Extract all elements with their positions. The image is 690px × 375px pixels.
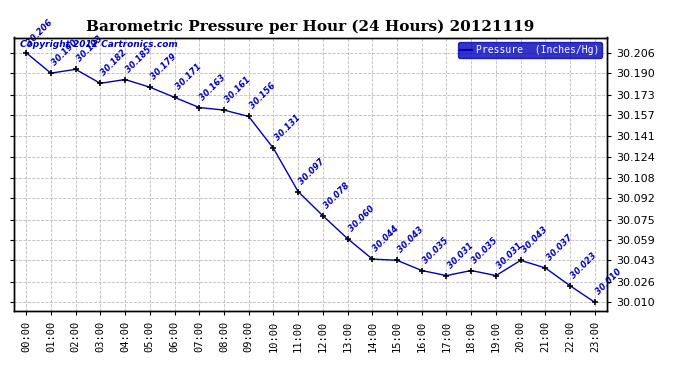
Text: 30.182: 30.182 [99,48,129,78]
Text: 30.031: 30.031 [446,241,475,270]
Text: 30.035: 30.035 [421,236,451,265]
Text: 30.163: 30.163 [199,73,228,102]
Text: 30.171: 30.171 [174,63,203,92]
Text: 30.023: 30.023 [569,251,599,280]
Text: 30.179: 30.179 [149,52,178,82]
Title: Barometric Pressure per Hour (24 Hours) 20121119: Barometric Pressure per Hour (24 Hours) … [86,19,535,33]
Text: 30.010: 30.010 [594,267,623,297]
Text: 30.131: 30.131 [273,113,302,143]
Text: 30.156: 30.156 [248,81,277,111]
Text: 30.193: 30.193 [75,34,104,64]
Text: Copyright 2012 Cartronics.com: Copyright 2012 Cartronics.com [20,40,177,49]
Text: 30.044: 30.044 [371,224,401,254]
Text: 30.185: 30.185 [124,45,154,74]
Text: 30.031: 30.031 [495,241,524,270]
Text: 30.043: 30.043 [520,225,549,255]
Text: 30.161: 30.161 [223,75,253,105]
Legend: Pressure  (Inches/Hg): Pressure (Inches/Hg) [457,42,602,58]
Text: 30.037: 30.037 [544,233,574,262]
Text: 30.060: 30.060 [347,204,376,233]
Text: 30.206: 30.206 [26,18,55,47]
Text: 30.035: 30.035 [471,236,500,265]
Text: 30.190: 30.190 [50,38,79,68]
Text: 30.097: 30.097 [297,157,326,186]
Text: 30.078: 30.078 [322,181,351,210]
Text: 30.043: 30.043 [396,225,426,255]
